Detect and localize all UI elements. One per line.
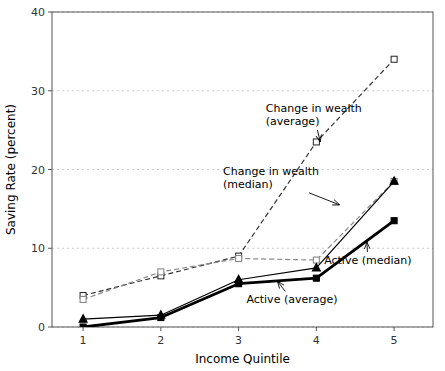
point-marker [80,296,86,302]
x-tick [316,327,317,331]
y-tick-label: 20 [31,164,45,177]
annotation: Change in wealth(average) [266,102,362,142]
y-tick [48,12,52,13]
x-tick-label: 4 [313,334,320,347]
point-marker [79,315,87,323]
plot-area [79,56,398,327]
y-tick [48,169,52,170]
annotation-text: Active (average) [246,293,337,306]
series-line [83,221,394,327]
annotation-text: Change in wealth(median) [223,165,319,191]
x-tick [83,327,84,331]
y-tick [48,248,52,249]
x-tick-label: 3 [235,334,242,347]
point-marker [235,275,243,283]
x-tick-label: 2 [157,334,164,347]
y-tick-label: 0 [38,321,45,334]
y-tick-label: 40 [31,6,45,19]
y-axis-label: Saving Rate (percent) [4,104,18,235]
x-axis-label: Income Quintile [195,352,290,366]
y-tick [48,327,52,328]
annotation-arrow [277,281,285,291]
chart: 0 10 20 30 40 1 2 3 4 5 Income Quintile Saving Rate… [0,0,445,371]
annotation-arrow [317,130,320,142]
plot-frame [52,12,433,327]
point-marker [391,56,397,62]
series-line [83,181,394,299]
x-tick [160,327,161,331]
annotation: Change in wealth(median) [223,165,340,205]
x-tick-label: 5 [391,334,398,347]
point-marker [313,257,319,263]
point-marker [390,177,398,185]
grid-line [52,90,433,91]
point-marker [236,255,242,261]
point-marker [157,311,165,319]
grid-line [52,248,433,249]
annotation: Active (average) [246,281,337,306]
annotation: Active (median) [324,242,411,267]
y-tick [48,90,52,91]
y-tick-label: 30 [31,85,45,98]
annotation-text: Change in wealth(average) [266,102,362,128]
annotation-arrow [309,193,340,205]
point-marker [313,275,319,281]
series-line [83,181,394,319]
point-marker [312,263,320,271]
annotation-text: Active (median) [324,254,411,267]
x-tick-label: 1 [80,334,87,347]
point-marker [80,324,86,327]
x-tick [238,327,239,331]
point-marker [158,269,164,275]
x-tick [394,327,395,331]
point-marker [313,139,319,145]
annotation-arrow [366,242,367,252]
point-marker [391,218,397,224]
y-tick-label: 10 [31,242,45,255]
